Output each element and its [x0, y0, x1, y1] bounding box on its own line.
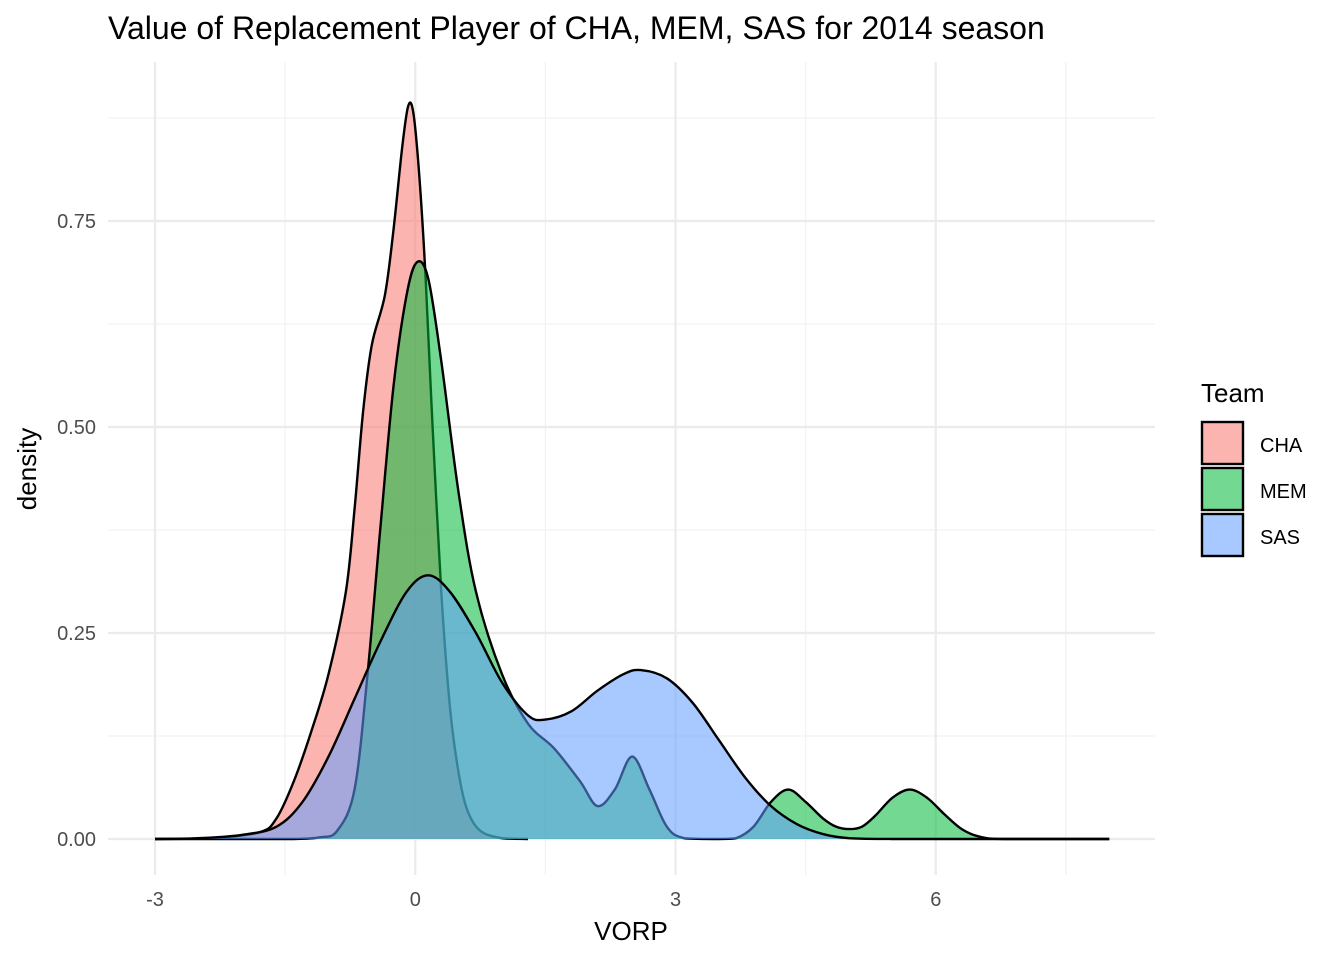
y-tick-label: 0.50 [57, 417, 96, 439]
x-axis-ticks: -3 0 3 6 [146, 889, 941, 911]
legend-key-sas [1200, 512, 1245, 558]
legend-key-mem [1200, 466, 1245, 512]
legend-key-cha [1200, 420, 1245, 466]
y-axis-title: density [12, 428, 42, 510]
y-axis-ticks: 0.00 0.25 0.50 0.75 [57, 211, 96, 851]
x-tick-label: 0 [410, 889, 421, 911]
legend-title: Team [1201, 378, 1265, 408]
x-tick-label: -3 [146, 889, 164, 911]
legend: Team CHA MEM SAS [1200, 378, 1307, 558]
x-tick-label: 6 [930, 889, 941, 911]
legend-label: MEM [1260, 481, 1307, 503]
legend-label: SAS [1260, 527, 1300, 549]
y-tick-label: 0.25 [57, 623, 96, 645]
chart-title: Value of Replacement Player of CHA, MEM,… [108, 10, 1045, 46]
density-areas [154, 101, 1110, 841]
density-area-sas [155, 575, 1110, 839]
x-axis-title: VORP [594, 916, 668, 946]
legend-label: CHA [1260, 435, 1303, 457]
legend-items: CHA MEM SAS [1200, 420, 1307, 558]
density-outline-sas [154, 574, 1110, 841]
x-tick-label: 3 [670, 889, 681, 911]
y-tick-label: 0.75 [57, 211, 96, 233]
y-tick-label: 0.00 [57, 829, 96, 851]
